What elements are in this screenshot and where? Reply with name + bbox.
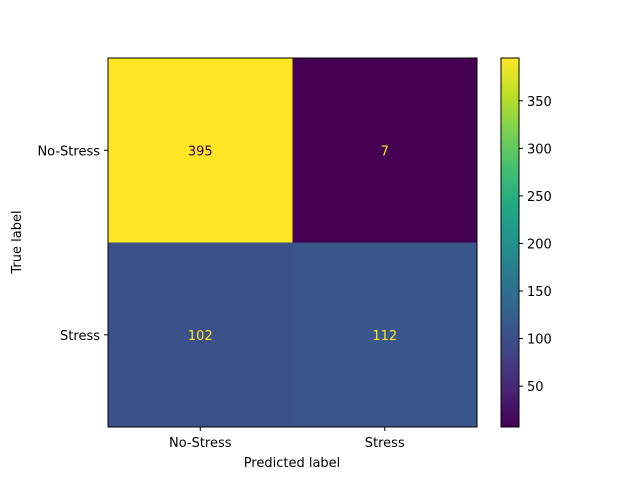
matrix-cell bbox=[292, 242, 478, 428]
cell-value-labels: 395 7 102 112 bbox=[188, 144, 397, 344]
cell-value-label: 112 bbox=[372, 329, 397, 344]
cell-value-label: 7 bbox=[381, 144, 389, 159]
y-tick-label: No-Stress bbox=[37, 144, 100, 159]
x-axis-label: Predicted label bbox=[244, 456, 341, 471]
colorbar-tick-label: 200 bbox=[527, 237, 552, 252]
y-tick-label: Stress bbox=[60, 329, 100, 344]
matrix-cell bbox=[108, 242, 293, 428]
cell-value-label: 395 bbox=[188, 144, 213, 159]
y-axis-label: True label bbox=[10, 210, 25, 274]
matrix-cell bbox=[108, 58, 293, 243]
colorbar-tick-label: 100 bbox=[527, 333, 552, 348]
x-tick-label: No-Stress bbox=[169, 436, 232, 451]
colorbar-tick-label: 350 bbox=[527, 95, 552, 110]
colorbar bbox=[500, 57, 520, 428]
colorbar-ticks: 50 100 150 200 250 300 350 bbox=[519, 95, 552, 395]
colorbar-tick-label: 300 bbox=[527, 142, 552, 157]
colorbar-tick-label: 250 bbox=[527, 190, 552, 205]
matrix-cells bbox=[108, 58, 478, 428]
axes: No-Stress Stress No-Stress Stress bbox=[37, 144, 405, 451]
cell-value-label: 102 bbox=[188, 329, 213, 344]
colorbar-tick-label: 150 bbox=[527, 285, 552, 300]
colorbar-tick-label: 50 bbox=[527, 380, 544, 395]
x-tick-label: Stress bbox=[365, 436, 405, 451]
matrix-cell bbox=[292, 58, 478, 243]
plot-frame bbox=[107, 57, 478, 428]
